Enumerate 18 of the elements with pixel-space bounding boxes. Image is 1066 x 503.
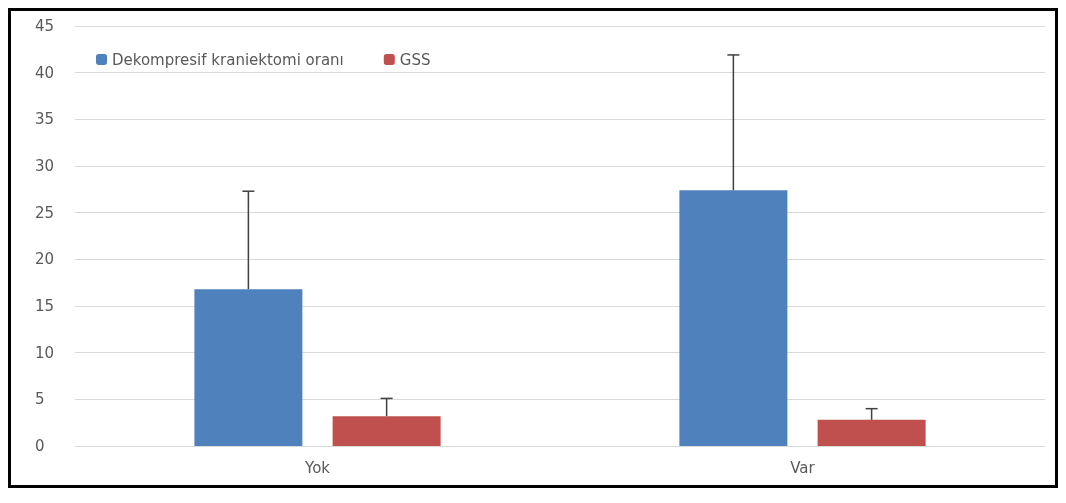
y-tick-label: 20 (35, 250, 55, 269)
y-tick-label: 15 (35, 297, 55, 315)
x-tick-label: Var (790, 458, 816, 477)
x-tick-label: Yok (303, 458, 331, 477)
y-tick-label: 5 (35, 390, 45, 409)
bar (194, 289, 303, 446)
y-tick-label: 35 (35, 110, 55, 129)
y-tick-label: 10 (35, 343, 55, 362)
bar (679, 190, 788, 446)
y-tick-label: 45 (35, 17, 55, 35)
y-tick-label: 25 (35, 203, 55, 222)
y-tick-label: 0 (35, 437, 45, 455)
bar (817, 419, 926, 446)
legend-label: GSS (399, 50, 431, 69)
legend-label: Dekompresif kraniektomi oranı (112, 50, 344, 69)
bar (332, 416, 441, 446)
y-tick-label: 30 (35, 157, 55, 175)
y-tick-label: 40 (35, 63, 55, 82)
